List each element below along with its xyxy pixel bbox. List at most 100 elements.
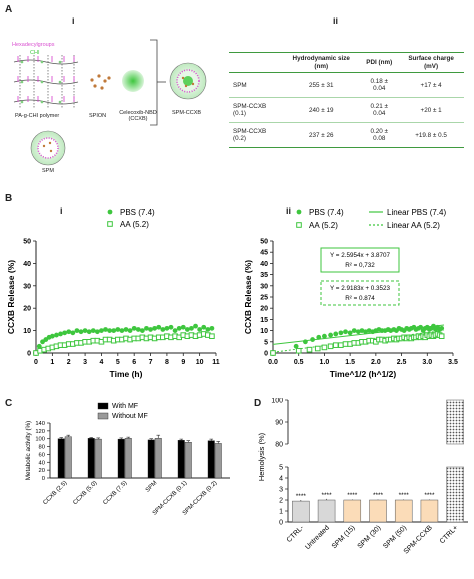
panel-label-a-i: i	[72, 16, 75, 26]
data-point	[82, 328, 88, 333]
y-axis-label: CCXB Release (%)	[6, 260, 16, 334]
bar	[394, 499, 413, 523]
x-tick-label: 10	[196, 359, 204, 366]
data-point	[333, 331, 339, 337]
table-cell: 0.20 ± 0.08	[360, 122, 399, 149]
y-tick-label: 5	[279, 465, 283, 472]
data-point	[160, 327, 166, 332]
panel-label-a-ii: ii	[333, 16, 339, 26]
table-cell: 240 ± 19	[282, 97, 361, 124]
x-axis-label: Time (h)	[110, 369, 143, 379]
bar-upper	[446, 399, 464, 445]
bar	[177, 440, 185, 479]
x-tick-label: SPM (50)	[382, 524, 408, 550]
data-point	[139, 328, 145, 333]
y-tick-label: 10	[23, 328, 31, 335]
data-point	[439, 325, 445, 331]
significance-label: ****	[373, 492, 384, 499]
y-tick-label: 0	[264, 351, 268, 358]
table-cell: 0.18 ± 0.04	[360, 72, 399, 99]
legend-label: Linear PBS (7.4)	[387, 208, 446, 217]
data-point	[74, 328, 80, 333]
data-point	[135, 327, 141, 332]
x-tick-label: CTRL+	[439, 524, 460, 545]
data-point	[66, 329, 72, 335]
y-tick-label: 0	[42, 476, 45, 482]
panel-label-b-ii: ii	[286, 206, 292, 216]
data-point	[144, 325, 149, 331]
table-header	[229, 51, 283, 74]
data-point	[111, 328, 117, 333]
y-tick-label: 100	[271, 398, 283, 405]
x-tick-label: CCXB (5.0)	[72, 480, 98, 506]
bar	[292, 500, 310, 523]
y-axis-label: Metabolic activity (%)	[25, 421, 32, 481]
spm-ccxb-micelle	[169, 62, 207, 100]
panel-label-b-i: i	[60, 206, 63, 216]
panel-label-b: B	[5, 193, 13, 204]
data-point	[172, 328, 178, 333]
data-point	[62, 330, 68, 336]
data-point	[293, 343, 299, 349]
y-tick-label: 100	[35, 437, 45, 443]
panel-label-d: D	[254, 398, 262, 409]
data-point	[209, 333, 215, 339]
x-tick-label: 3.5	[448, 359, 458, 366]
y-tick-label: 5	[264, 339, 268, 346]
ccxb-drug-circle	[122, 70, 144, 92]
legend-label: PBS (7.4)	[120, 208, 155, 217]
x-tick-label: 6	[132, 359, 136, 366]
bar	[184, 442, 192, 479]
data-point	[107, 328, 113, 333]
data-point	[438, 333, 445, 339]
data-point	[103, 327, 108, 332]
data-point	[327, 343, 334, 350]
y-tick-label: 3	[279, 487, 283, 494]
table-row: SPM-CCXB (0.1) 240 ± 19 0.21 ± 0.04 +20 …	[229, 97, 464, 124]
legend-label: AA (5.2)	[120, 220, 149, 229]
release-chart-sqrt-time: 0.0 0.5 1.0 1.5 2.0 2.5 3.0 3.5 0 5 10 15 20 25 30 35 40…	[243, 208, 458, 379]
y-tick-label: 15	[260, 317, 268, 324]
bar	[446, 466, 464, 523]
y-tick-label: 4	[279, 476, 283, 483]
bar	[207, 440, 215, 479]
data-point	[164, 325, 170, 331]
table-header: Hydrodynamic size (nm)	[282, 51, 361, 74]
bar	[124, 438, 132, 479]
table-cell: SPM-CCXB (0.1)	[229, 97, 283, 124]
table-row: SPM-CCXB (0.2) 237 ± 26 0.20 ± 0.08 +19.…	[229, 122, 464, 149]
y-tick-label: 2	[279, 498, 283, 505]
table-cell: +17 ± 4	[398, 72, 464, 99]
data-point	[359, 328, 365, 333]
bar	[87, 438, 95, 479]
y-tick-label: 35	[260, 272, 268, 279]
x-tick-label: 0.0	[268, 359, 278, 366]
data-point	[316, 334, 322, 340]
data-point	[36, 343, 42, 349]
spm-ccxb-label: SPM-CCXB	[172, 110, 202, 116]
data-point	[197, 327, 203, 332]
legend-label: Without MF	[112, 413, 148, 420]
y-axis-label: CCXB Release (%)	[243, 260, 253, 334]
data-point	[314, 345, 321, 352]
schematic-figure	[13, 39, 207, 166]
y-tick-label: 45	[260, 250, 268, 257]
r-squared-text: R² = 0,732	[345, 262, 375, 269]
y-tick-label: 80	[39, 445, 45, 451]
bar	[147, 439, 155, 479]
x-tick-label: SPM-CCXB (0.2)	[182, 480, 219, 517]
data-point	[310, 337, 315, 342]
x-tick-label: 7	[149, 359, 153, 366]
data-point	[168, 324, 174, 330]
data-point	[193, 323, 198, 329]
data-point	[205, 327, 211, 332]
bar	[57, 438, 65, 479]
x-tick-label: 0.5	[294, 359, 304, 366]
data-point	[343, 329, 348, 335]
data-point	[418, 324, 423, 330]
spion-label: SPION	[89, 113, 107, 119]
legend-swatch	[97, 402, 109, 410]
data-point	[321, 344, 328, 351]
y-axis-label: Hemolysis (%)	[257, 432, 266, 481]
